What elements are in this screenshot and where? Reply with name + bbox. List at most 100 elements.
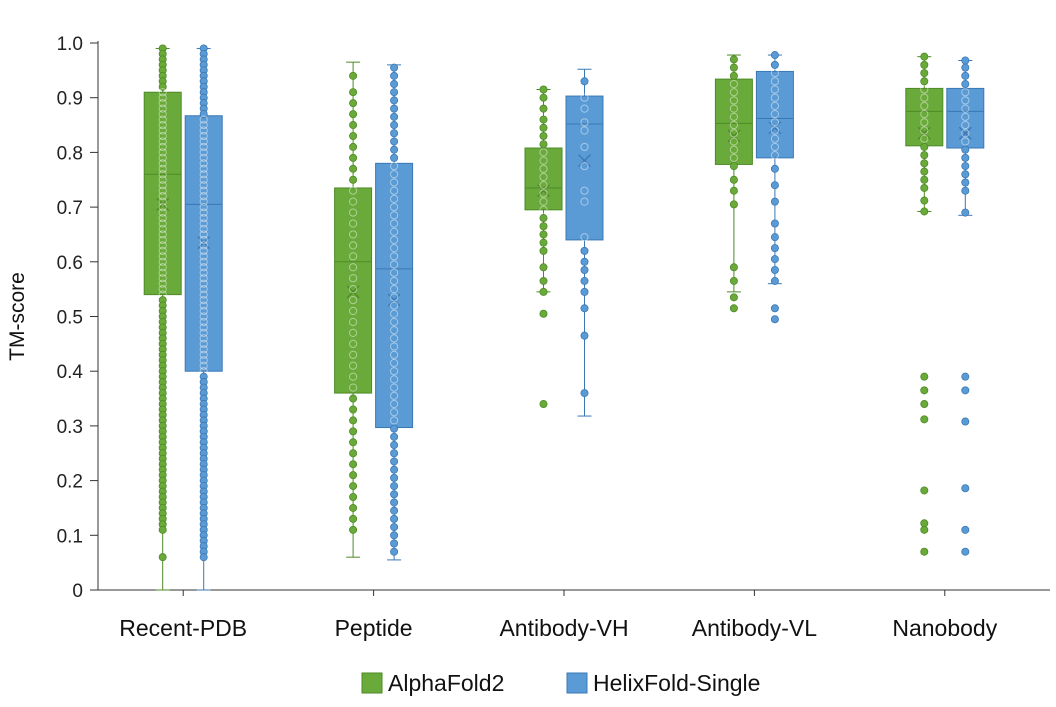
data-point (770, 255, 779, 264)
data-point (390, 514, 399, 523)
data-point (199, 268, 208, 277)
mean-marker (958, 126, 972, 140)
data-point (349, 197, 358, 206)
data-point (580, 276, 589, 285)
data-point (770, 315, 779, 324)
data-point (158, 170, 167, 179)
data-point (961, 129, 970, 138)
data-point (920, 486, 929, 495)
data-point (390, 350, 399, 359)
data-point (349, 525, 358, 534)
data-point (158, 164, 167, 173)
data-point (580, 197, 589, 206)
data-point (349, 306, 358, 316)
data-point (349, 142, 358, 151)
data-point (539, 309, 548, 318)
data-point (770, 68, 780, 78)
data-point (770, 93, 780, 102)
data-point (390, 252, 399, 261)
data-point (199, 334, 208, 343)
data-point (199, 170, 208, 179)
data-point (158, 175, 167, 184)
data-point (390, 219, 399, 228)
data-point (390, 129, 399, 138)
y-tick-label: 0.9 (57, 89, 83, 110)
legend-label: HelixFold-Single (593, 670, 760, 696)
y-tick-label: 0.2 (57, 472, 83, 493)
data-point (920, 151, 929, 160)
data-point (199, 148, 208, 157)
data-point (158, 553, 167, 562)
data-point (390, 416, 399, 425)
data-point (349, 99, 358, 108)
box-iqr (905, 87, 944, 147)
data-point (199, 306, 208, 316)
data-point (158, 153, 167, 162)
data-point (349, 503, 358, 512)
data-point (770, 101, 780, 111)
box-helixfold-single (565, 68, 604, 417)
data-point (390, 203, 399, 212)
data-point (199, 208, 208, 217)
data-point (199, 246, 208, 255)
data-point (199, 192, 208, 201)
data-point (199, 323, 208, 332)
data-point (199, 219, 208, 228)
legend-swatch (566, 672, 588, 694)
data-point (199, 153, 208, 162)
data-point (729, 55, 738, 64)
data-point (539, 287, 548, 296)
data-point (390, 293, 399, 302)
data-point (390, 465, 399, 474)
data-point (349, 372, 358, 381)
data-point (199, 241, 208, 250)
box-helixfold-single (184, 44, 223, 591)
data-point (158, 241, 167, 250)
data-point (158, 246, 167, 255)
data-point (390, 457, 399, 466)
data-point (580, 142, 589, 152)
data-point (349, 460, 358, 469)
data-point (390, 285, 399, 294)
plot-area (143, 44, 985, 591)
data-point (390, 170, 399, 179)
data-point (539, 214, 548, 223)
data-point (390, 227, 399, 236)
category-labels: Recent-PDB Peptide Antibody-VH Antibody-VL N… (119, 590, 998, 641)
mean-marker (537, 184, 550, 198)
data-point (158, 148, 167, 157)
data-point (920, 386, 929, 395)
box-iqr (334, 187, 373, 394)
data-point (158, 235, 167, 245)
data-point (580, 304, 589, 313)
data-point (390, 71, 399, 80)
data-point (158, 219, 167, 228)
data-point (158, 93, 167, 102)
data-point (390, 375, 399, 384)
data-point (770, 233, 779, 242)
data-point (580, 104, 589, 113)
data-point (199, 120, 208, 130)
data-point (539, 246, 548, 255)
data-point (199, 252, 208, 261)
y-tick-label: 0.4 (57, 362, 84, 383)
data-point (349, 263, 358, 272)
data-point (390, 211, 399, 220)
data-point (920, 142, 929, 151)
data-point (199, 279, 208, 288)
data-point (158, 137, 167, 146)
data-point (920, 207, 929, 216)
box-iqr (714, 78, 753, 165)
data-point (349, 208, 358, 217)
data-point (580, 246, 589, 255)
data-point (770, 151, 780, 160)
data-point (349, 427, 358, 436)
data-point (729, 71, 738, 80)
data-point (349, 449, 358, 458)
data-point (390, 506, 399, 515)
data-point (349, 482, 358, 491)
data-point (158, 126, 167, 135)
y-tick-label: 0.8 (57, 143, 83, 164)
data-point (770, 181, 779, 190)
data-point (349, 350, 358, 359)
